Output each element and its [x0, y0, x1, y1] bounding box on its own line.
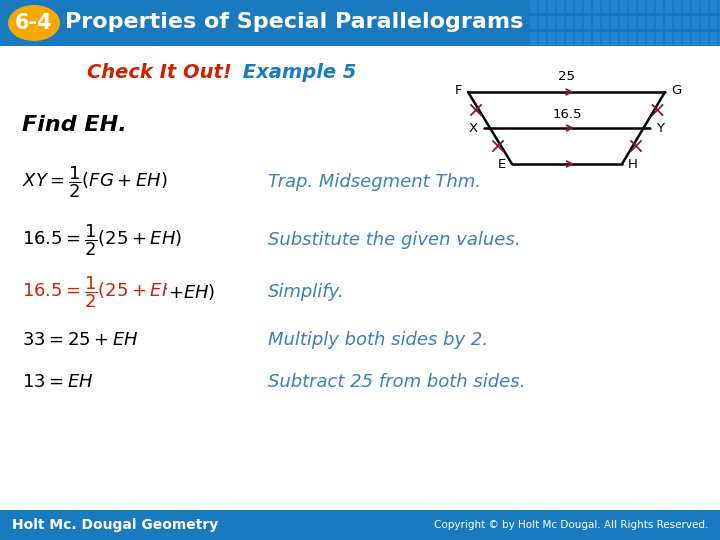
- Bar: [656, 0, 663, 13]
- Text: Multiply both sides by 2.: Multiply both sides by 2.: [268, 331, 488, 349]
- Bar: [611, 32, 618, 45]
- Bar: [665, 32, 672, 45]
- Bar: [539, 32, 546, 45]
- Bar: [557, 32, 564, 45]
- Bar: [0, 0, 720, 46]
- Text: E: E: [498, 158, 506, 171]
- Bar: [665, 0, 672, 13]
- Bar: [593, 32, 600, 45]
- Bar: [593, 0, 600, 13]
- Bar: [692, 16, 699, 29]
- Bar: [710, 0, 717, 13]
- Bar: [530, 32, 537, 45]
- Text: $16.5 = \dfrac{1}{2}(25 + EH)$: $16.5 = \dfrac{1}{2}(25 + EH)$: [22, 222, 182, 258]
- Bar: [683, 16, 690, 29]
- Text: $+ EH)$: $+ EH)$: [168, 282, 215, 302]
- Text: Simplify.: Simplify.: [268, 283, 345, 301]
- Bar: [647, 0, 654, 13]
- Bar: [566, 32, 573, 45]
- Bar: [548, 0, 555, 13]
- Bar: [638, 16, 645, 29]
- Bar: [656, 16, 663, 29]
- Bar: [548, 16, 555, 29]
- Bar: [620, 0, 627, 13]
- Bar: [548, 32, 555, 45]
- Bar: [692, 0, 699, 13]
- Bar: [557, 0, 564, 13]
- Bar: [602, 0, 609, 13]
- Text: Find EH.: Find EH.: [22, 115, 127, 135]
- Bar: [701, 32, 708, 45]
- Bar: [584, 32, 591, 45]
- Bar: [665, 16, 672, 29]
- Text: $16.5 = \dfrac{1}{2}(25 + EH)$: $16.5 = \dfrac{1}{2}(25 + EH)$: [22, 274, 182, 310]
- Bar: [683, 0, 690, 13]
- Bar: [0, 510, 720, 540]
- Bar: [602, 16, 609, 29]
- Text: X: X: [469, 122, 478, 134]
- Text: Subtract 25 from both sides.: Subtract 25 from both sides.: [268, 373, 526, 391]
- Bar: [629, 16, 636, 29]
- Bar: [620, 16, 627, 29]
- Text: G: G: [671, 84, 681, 98]
- Text: Trap. Midsegment Thm.: Trap. Midsegment Thm.: [268, 173, 481, 191]
- Bar: [647, 32, 654, 45]
- Bar: [674, 32, 681, 45]
- Bar: [656, 32, 663, 45]
- Text: Properties of Special Parallelograms: Properties of Special Parallelograms: [65, 12, 523, 32]
- Text: $XY = \dfrac{1}{2}(FG + EH)$: $XY = \dfrac{1}{2}(FG + EH)$: [22, 164, 168, 200]
- Text: $33 = 25 + EH$: $33 = 25 + EH$: [22, 331, 138, 349]
- Bar: [647, 16, 654, 29]
- Text: 25: 25: [558, 70, 575, 83]
- Text: Substitute the given values.: Substitute the given values.: [268, 231, 521, 249]
- Text: Example 5: Example 5: [236, 63, 356, 82]
- Bar: [575, 16, 582, 29]
- Bar: [575, 0, 582, 13]
- Bar: [629, 32, 636, 45]
- Bar: [584, 16, 591, 29]
- Text: $13 = EH$: $13 = EH$: [22, 373, 94, 391]
- Bar: [629, 0, 636, 13]
- Bar: [638, 0, 645, 13]
- Bar: [611, 0, 618, 13]
- Text: 16.5: 16.5: [552, 108, 582, 121]
- Bar: [683, 32, 690, 45]
- Bar: [719, 32, 720, 45]
- Bar: [692, 32, 699, 45]
- Bar: [584, 0, 591, 13]
- Bar: [701, 16, 708, 29]
- Text: F: F: [454, 84, 462, 98]
- Bar: [611, 16, 618, 29]
- Bar: [539, 0, 546, 13]
- Bar: [566, 0, 573, 13]
- Bar: [701, 0, 708, 13]
- Bar: [620, 32, 627, 45]
- Text: Check It Out!: Check It Out!: [87, 63, 232, 82]
- Bar: [674, 0, 681, 13]
- Bar: [674, 16, 681, 29]
- Text: Holt Mc. Dougal Geometry: Holt Mc. Dougal Geometry: [12, 518, 218, 532]
- Bar: [575, 32, 582, 45]
- Text: Y: Y: [656, 122, 664, 134]
- Bar: [557, 16, 564, 29]
- Ellipse shape: [8, 5, 60, 41]
- Bar: [530, 16, 537, 29]
- Bar: [539, 16, 546, 29]
- Bar: [719, 16, 720, 29]
- Bar: [530, 0, 537, 13]
- Bar: [638, 32, 645, 45]
- Bar: [710, 32, 717, 45]
- Text: H: H: [628, 158, 638, 171]
- Bar: [710, 16, 717, 29]
- Bar: [593, 16, 600, 29]
- Bar: [602, 32, 609, 45]
- Text: Copyright © by Holt Mc Dougal. All Rights Reserved.: Copyright © by Holt Mc Dougal. All Right…: [433, 520, 708, 530]
- Bar: [719, 0, 720, 13]
- Text: 6-4: 6-4: [15, 13, 53, 33]
- Bar: [566, 16, 573, 29]
